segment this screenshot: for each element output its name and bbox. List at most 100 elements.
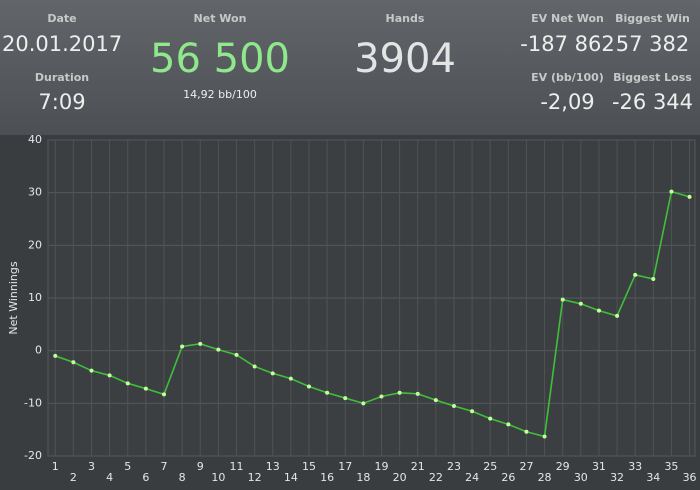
x-tick-label: 35 <box>664 460 678 473</box>
point <box>325 390 330 395</box>
point <box>306 384 311 389</box>
x-tick-label: 1 <box>52 460 59 473</box>
x-tick-label: 28 <box>538 471 552 484</box>
x-tick-label: 23 <box>447 460 461 473</box>
label: Date <box>47 12 77 25</box>
stats-header: Date 20.01.2017 Duration 7:09 Net Won 56… <box>0 0 700 135</box>
point <box>107 373 112 378</box>
chart: Net Winnings -20-10010203040123456789101… <box>7 135 697 484</box>
x-tick-label: 32 <box>610 471 624 484</box>
x-tick-label: 33 <box>628 460 642 473</box>
net-won: 56 500 <box>150 36 290 82</box>
x-tick-label: 7 <box>160 460 167 473</box>
x-tick-label: 5 <box>124 460 131 473</box>
y-tick-label: -20 <box>24 449 42 462</box>
point <box>53 353 58 358</box>
x-tick-label: 6 <box>142 471 149 484</box>
value: 3904 <box>354 36 456 82</box>
point <box>669 189 674 194</box>
point <box>71 360 76 365</box>
point <box>651 277 656 282</box>
label: Hands <box>385 12 425 25</box>
x-tick-label: 22 <box>429 471 443 484</box>
x-tick-label: 20 <box>393 471 407 484</box>
x-tick-label: 24 <box>465 471 479 484</box>
x-tick-label: 18 <box>356 471 370 484</box>
x-tick-label: 19 <box>374 460 388 473</box>
value: -187 862 <box>520 32 615 56</box>
x-tick-label: 29 <box>556 460 570 473</box>
x-tick-label: 2 <box>70 471 77 484</box>
value: 7:09 <box>38 90 86 114</box>
point <box>89 368 94 373</box>
point <box>470 409 475 414</box>
x-tick-label: 12 <box>248 471 262 484</box>
point <box>415 391 420 396</box>
x-tick-label: 13 <box>266 460 280 473</box>
line <box>54 190 690 438</box>
x-tick-label: 17 <box>338 460 352 473</box>
x-tick-label: 30 <box>574 471 588 484</box>
x-tick-label: 25 <box>483 460 497 473</box>
y-tick-label: 40 <box>28 135 42 146</box>
point <box>524 429 529 434</box>
point <box>615 313 620 318</box>
point <box>125 381 130 386</box>
point <box>433 398 438 403</box>
x-tick-label: 14 <box>284 471 298 484</box>
point <box>633 272 638 277</box>
point <box>361 401 366 406</box>
value: 20.01.2017 <box>2 32 123 56</box>
x-tick-label: 27 <box>519 460 533 473</box>
point <box>198 341 203 346</box>
x-tick-label: 15 <box>302 460 316 473</box>
point <box>180 344 185 349</box>
point <box>216 347 221 352</box>
value: -26 344 <box>611 90 694 114</box>
y-tick-label: 10 <box>28 291 42 304</box>
x-tick-label: 11 <box>229 460 243 473</box>
point <box>542 434 547 439</box>
x-tick-label: 10 <box>211 471 225 484</box>
value: 14,92 bb/100 <box>183 88 257 101</box>
point <box>488 416 493 421</box>
point <box>560 297 565 302</box>
point <box>143 386 148 391</box>
x-tick-label: 21 <box>411 460 425 473</box>
x-tick-label: 36 <box>683 471 697 484</box>
label: EV Net Won <box>531 12 604 25</box>
point <box>270 371 275 376</box>
x-tick-label: 3 <box>88 460 95 473</box>
point <box>288 376 293 381</box>
point <box>578 301 583 306</box>
x-tick-label: 34 <box>646 471 660 484</box>
point <box>397 390 402 395</box>
y-tick-label: 30 <box>28 186 42 199</box>
y-axis-label: Net Winnings <box>7 261 20 334</box>
point <box>596 308 601 313</box>
point <box>252 364 257 369</box>
point <box>451 403 456 408</box>
point <box>161 392 166 397</box>
x-tick-label: 9 <box>197 460 204 473</box>
point <box>687 194 692 199</box>
label: EV (bb/100) <box>531 71 604 84</box>
label: Biggest Win <box>615 12 690 25</box>
value: -2,09 <box>540 90 595 114</box>
x-tick-label: 31 <box>592 460 606 473</box>
x-tick-label: 4 <box>106 471 113 484</box>
point <box>379 394 384 399</box>
x-tick-label: 8 <box>179 471 186 484</box>
label: Duration <box>34 71 90 84</box>
label: Biggest Loss <box>613 71 692 84</box>
y-tick-label: -10 <box>24 396 42 409</box>
x-tick-label: 16 <box>320 471 334 484</box>
point <box>506 422 511 427</box>
point <box>234 352 239 357</box>
y-tick-label: 20 <box>28 238 42 251</box>
label: Net Won <box>193 12 247 25</box>
y-tick-label: 0 <box>35 344 42 357</box>
value: 57 382 <box>615 32 690 56</box>
point <box>343 396 348 401</box>
